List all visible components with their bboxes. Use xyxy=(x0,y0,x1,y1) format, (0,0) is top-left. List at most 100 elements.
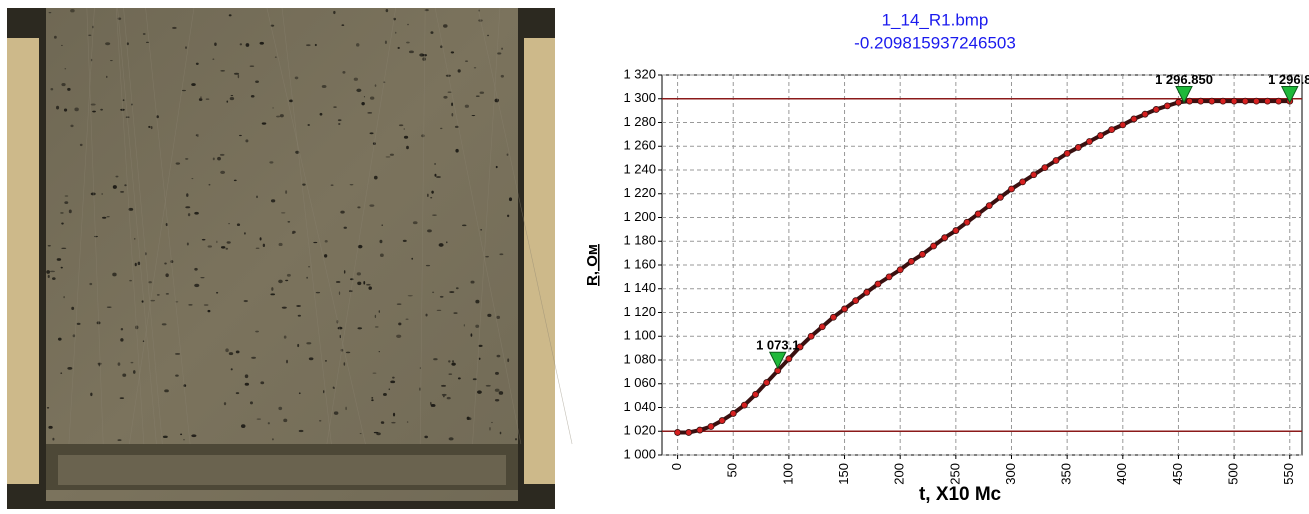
speck xyxy=(220,70,225,72)
speck xyxy=(448,360,450,362)
speck xyxy=(272,107,273,108)
x-tick-label: 450 xyxy=(1170,463,1185,485)
speck xyxy=(324,254,327,257)
speck xyxy=(279,243,283,246)
data-point xyxy=(1242,98,1248,104)
speck xyxy=(471,281,475,284)
data-point xyxy=(1153,106,1159,112)
speck xyxy=(440,128,442,129)
speck xyxy=(213,157,215,160)
speck xyxy=(240,43,242,45)
data-point xyxy=(931,243,937,249)
speck xyxy=(196,134,197,136)
right-pad xyxy=(524,38,555,484)
speck xyxy=(495,389,500,392)
data-point xyxy=(1109,127,1115,133)
data-point xyxy=(1220,98,1226,104)
speck xyxy=(271,199,275,202)
speck xyxy=(371,397,373,399)
speck xyxy=(431,404,436,407)
speck xyxy=(487,314,491,317)
speck xyxy=(220,171,225,174)
speck xyxy=(270,293,275,295)
speck xyxy=(194,284,199,287)
speck xyxy=(47,407,49,409)
speck xyxy=(57,258,61,261)
speck xyxy=(296,305,301,307)
y-tick-label: 1 040 xyxy=(623,399,656,414)
speck xyxy=(443,24,448,27)
speck xyxy=(106,76,107,78)
speck xyxy=(480,91,485,93)
speck xyxy=(297,344,299,347)
speck xyxy=(46,270,50,274)
speck xyxy=(371,399,373,401)
speck xyxy=(430,197,432,198)
speck xyxy=(77,323,81,325)
speck xyxy=(356,43,359,47)
speck xyxy=(427,229,432,232)
speck xyxy=(357,282,361,285)
speck xyxy=(434,163,436,165)
speck xyxy=(404,128,405,130)
speck xyxy=(451,113,453,116)
speck xyxy=(476,96,480,97)
data-point xyxy=(1131,116,1137,122)
speck xyxy=(286,360,288,364)
speck xyxy=(206,99,210,100)
data-point xyxy=(986,203,992,209)
speck xyxy=(507,358,509,362)
speck xyxy=(501,75,504,78)
speck xyxy=(63,296,64,298)
speck xyxy=(278,407,282,410)
speck xyxy=(208,245,212,247)
speck xyxy=(325,240,328,243)
speck xyxy=(101,193,103,194)
chart-subtitle: -0.209815937246503 xyxy=(854,33,1016,52)
data-point xyxy=(1064,150,1070,156)
speck xyxy=(58,338,62,341)
speck xyxy=(241,424,245,428)
speck xyxy=(245,374,249,378)
speck xyxy=(306,44,311,46)
speck xyxy=(185,46,187,49)
speck xyxy=(165,273,168,277)
speck xyxy=(217,157,221,161)
speck xyxy=(443,96,447,99)
speck xyxy=(462,224,466,226)
speck xyxy=(107,307,112,308)
speck xyxy=(48,275,50,278)
speck xyxy=(419,387,421,390)
speck xyxy=(309,357,314,360)
speck xyxy=(60,212,63,213)
speck xyxy=(440,296,444,298)
speck xyxy=(458,377,461,379)
speck xyxy=(282,307,287,309)
x-tick-label: 0 xyxy=(669,463,684,470)
y-tick-label: 1 100 xyxy=(623,328,656,343)
speck xyxy=(245,383,249,386)
data-point xyxy=(1209,98,1215,104)
speck xyxy=(366,284,370,286)
speck xyxy=(507,154,509,156)
speck xyxy=(398,323,401,326)
speck xyxy=(226,101,228,103)
speck xyxy=(175,353,180,354)
speck xyxy=(433,358,437,360)
speck xyxy=(338,123,340,125)
data-point xyxy=(730,410,736,416)
speck xyxy=(56,106,59,110)
data-point xyxy=(675,429,681,435)
speck xyxy=(185,158,188,160)
speck xyxy=(430,31,433,34)
y-tick-label: 1 020 xyxy=(623,423,656,438)
data-point xyxy=(919,251,925,257)
speck xyxy=(191,178,193,179)
speck xyxy=(315,44,317,46)
speck xyxy=(368,286,372,290)
speck xyxy=(244,300,248,302)
speck xyxy=(94,236,98,237)
data-point xyxy=(975,211,981,217)
speck xyxy=(209,184,211,186)
speck xyxy=(333,388,335,389)
